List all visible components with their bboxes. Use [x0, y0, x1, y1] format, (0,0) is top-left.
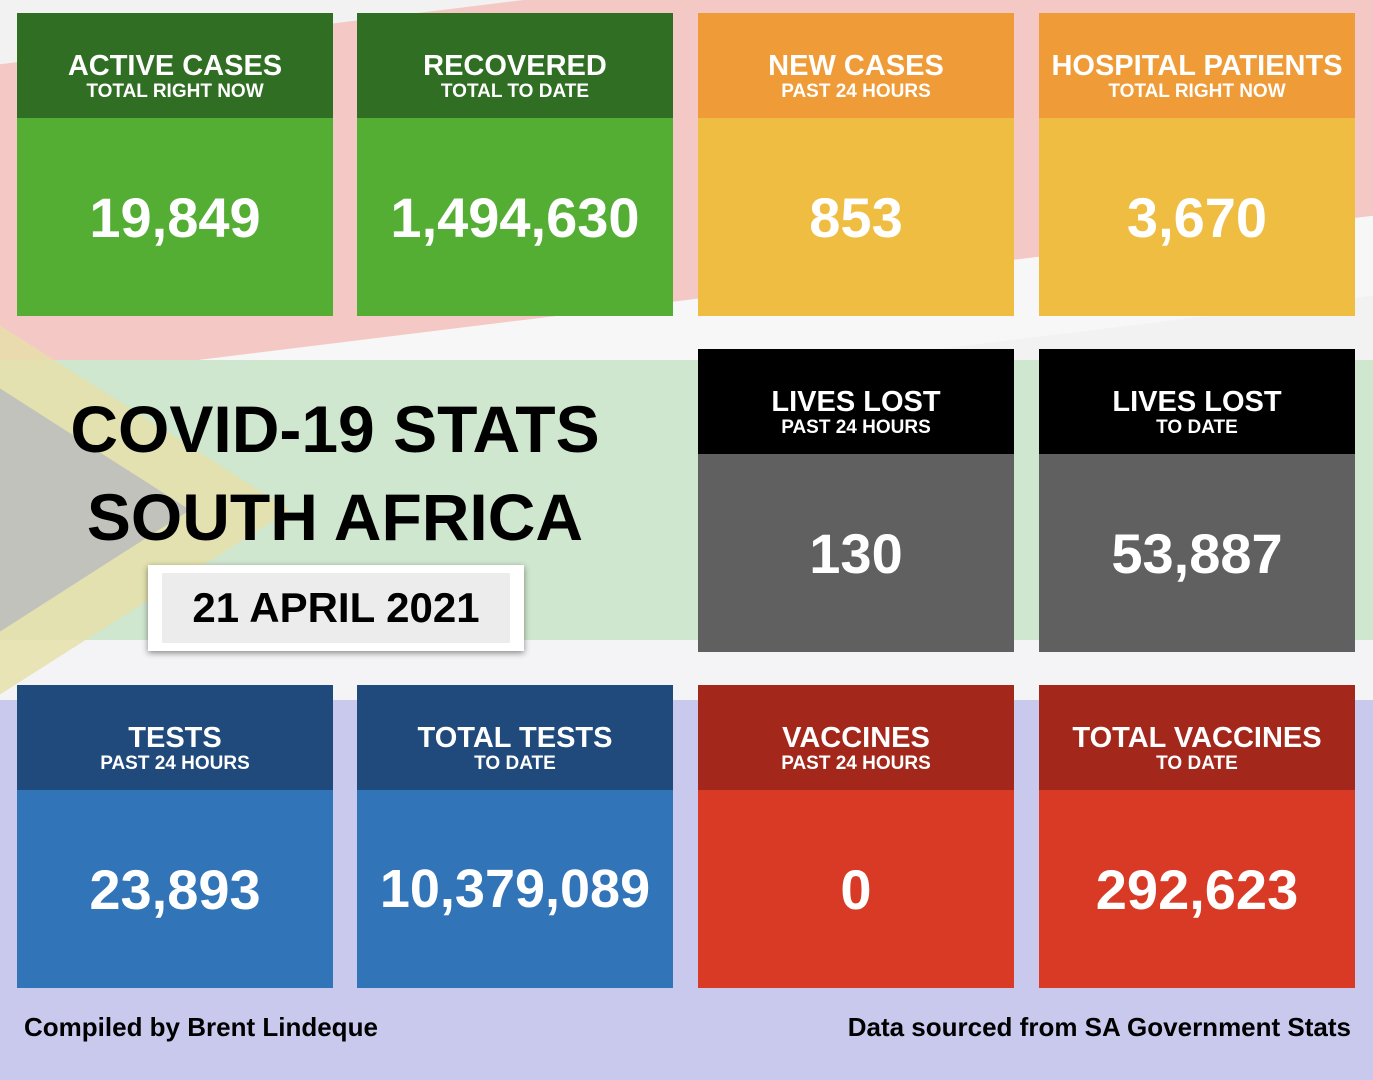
card-recovered: RECOVERED TOTAL TO DATE 1,494,630: [357, 13, 673, 316]
card-value: 23,893: [17, 790, 333, 988]
card-label: TOTAL TESTS: [417, 722, 613, 754]
card-header: TESTS PAST 24 HOURS: [17, 685, 333, 790]
footer-source: Data sourced from SA Government Stats: [847, 1012, 1351, 1042]
card-active-cases: ACTIVE CASES TOTAL RIGHT NOW 19,849: [17, 13, 333, 316]
card-tests-24h: TESTS PAST 24 HOURS 23,893: [17, 685, 333, 988]
title-line-1: COVID-19 STATS: [70, 392, 600, 466]
card-total-tests: TOTAL TESTS TO DATE 10,379,089: [357, 685, 673, 988]
card-sublabel: PAST 24 HOURS: [781, 753, 931, 774]
card-value: 53,887: [1039, 454, 1355, 652]
card-sublabel: TO DATE: [474, 753, 556, 774]
card-sublabel: PAST 24 HOURS: [781, 417, 931, 438]
card-header: VACCINES PAST 24 HOURS: [698, 685, 1014, 790]
date-text: 21 APRIL 2021: [162, 573, 510, 643]
card-value: 130: [698, 454, 1014, 652]
card-value: 3,670: [1039, 118, 1355, 316]
card-label: VACCINES: [782, 722, 930, 754]
card-header: TOTAL TESTS TO DATE: [357, 685, 673, 790]
card-value: 292,623: [1039, 790, 1355, 988]
card-label: ACTIVE CASES: [67, 50, 283, 82]
footer-credit: Compiled by Brent Lindeque: [24, 1012, 378, 1042]
card-header: NEW CASES PAST 24 HOURS: [698, 13, 1014, 118]
card-label: TESTS: [128, 722, 222, 754]
card-sublabel: PAST 24 HOURS: [100, 753, 250, 774]
card-value: 853: [698, 118, 1014, 316]
card-vaccines-24h: VACCINES PAST 24 HOURS 0: [698, 685, 1014, 988]
card-sublabel: TOTAL RIGHT NOW: [1108, 81, 1286, 102]
card-header: HOSPITAL PATIENTS TOTAL RIGHT NOW: [1039, 13, 1355, 118]
card-sublabel: TOTAL RIGHT NOW: [86, 81, 264, 102]
card-label: TOTAL VACCINES: [1072, 722, 1322, 754]
card-total-vaccines: TOTAL VACCINES TO DATE 292,623: [1039, 685, 1355, 988]
card-sublabel: TOTAL TO DATE: [440, 81, 590, 102]
card-sublabel: TO DATE: [1156, 753, 1238, 774]
card-label: NEW CASES: [768, 50, 944, 82]
card-lives-lost-total: LIVES LOST TO DATE 53,887: [1039, 349, 1355, 652]
card-hospital-patients: HOSPITAL PATIENTS TOTAL RIGHT NOW 3,670: [1039, 13, 1355, 316]
card-value: 0: [698, 790, 1014, 988]
card-sublabel: PAST 24 HOURS: [781, 81, 931, 102]
card-header: LIVES LOST PAST 24 HOURS: [698, 349, 1014, 454]
card-label: LIVES LOST: [1112, 386, 1282, 418]
card-label: HOSPITAL PATIENTS: [1051, 50, 1343, 82]
card-value: 19,849: [17, 118, 333, 316]
date-badge: 21 APRIL 2021: [148, 565, 524, 651]
card-label: RECOVERED: [423, 50, 607, 82]
card-lives-lost-24h: LIVES LOST PAST 24 HOURS 130: [698, 349, 1014, 652]
card-label: LIVES LOST: [771, 386, 941, 418]
card-new-cases: NEW CASES PAST 24 HOURS 853: [698, 13, 1014, 316]
card-header: LIVES LOST TO DATE: [1039, 349, 1355, 454]
page-title: COVID-19 STATS SOUTH AFRICA: [20, 385, 650, 561]
card-sublabel: TO DATE: [1156, 417, 1238, 438]
title-line-2: SOUTH AFRICA: [86, 480, 584, 554]
card-header: TOTAL VACCINES TO DATE: [1039, 685, 1355, 790]
card-value: 1,494,630: [357, 118, 673, 316]
card-header: RECOVERED TOTAL TO DATE: [357, 13, 673, 118]
card-value: 10,379,089: [357, 790, 673, 988]
card-header: ACTIVE CASES TOTAL RIGHT NOW: [17, 13, 333, 118]
